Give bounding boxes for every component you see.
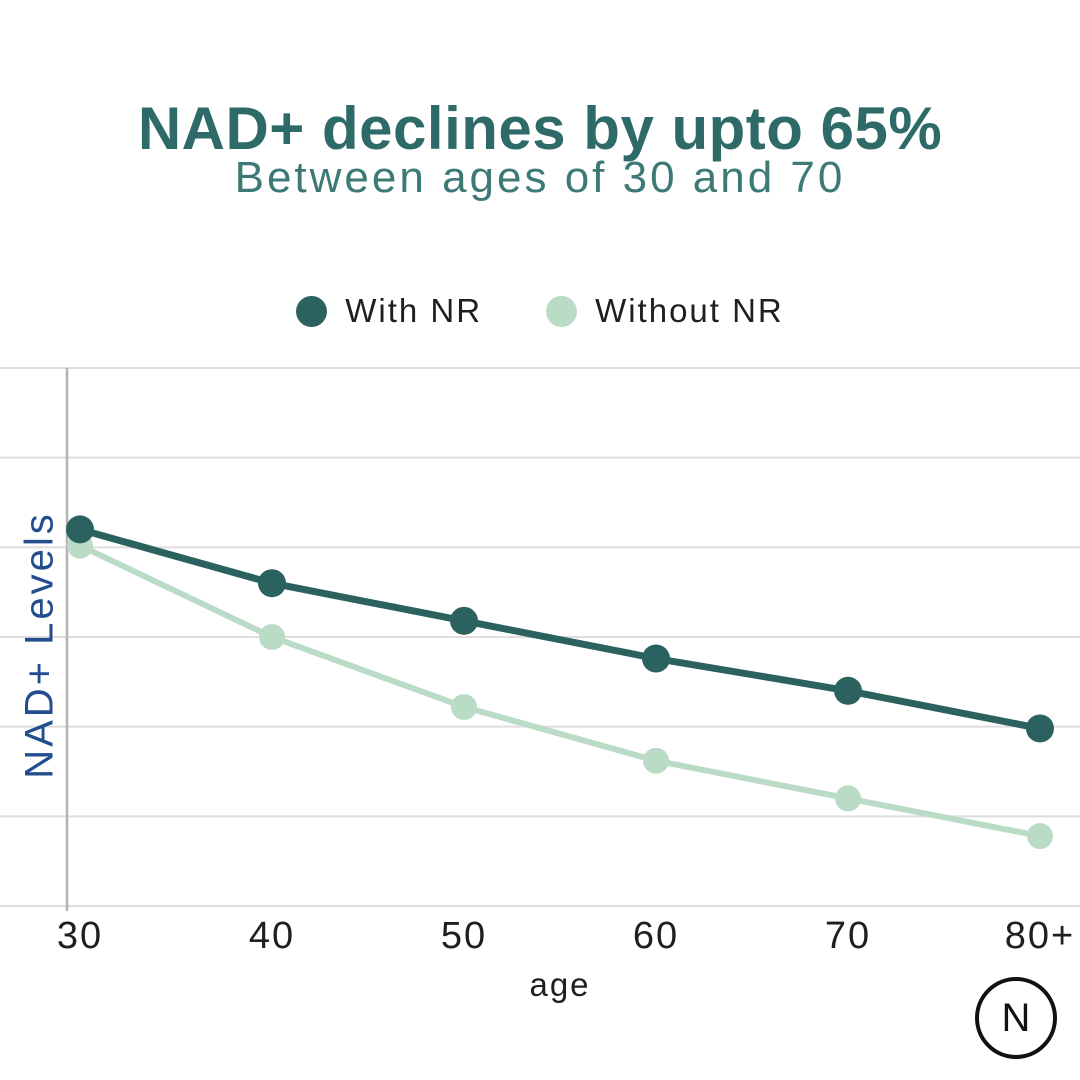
x-tick-label: 30 [57,915,103,957]
x-tick-label: 80+ [1005,915,1075,957]
legend-item-without-nr: Without NR [546,292,784,330]
brand-logo-n-icon: N [975,977,1057,1059]
data-point [66,515,94,544]
legend-dot-without-nr-icon [546,295,578,327]
legend-label-without-nr: Without NR [595,292,784,329]
data-point [642,644,670,673]
x-tick-label: 70 [825,915,871,957]
data-point [450,606,478,635]
data-point [258,569,286,598]
data-point [643,747,669,774]
data-point [834,676,862,705]
page-title: NAD+ declines by upto 65% [137,95,943,162]
legend-item-with-nr: With NR [296,292,482,330]
series-line-1 [77,542,1043,840]
y-axis-label: NAD+ Levels [17,511,62,779]
legend-label-with-nr: With NR [345,292,483,329]
data-point [451,693,477,720]
x-tick-label: 40 [249,915,295,957]
page-subtitle: Between ages of 30 and 70 [234,153,846,202]
brand-logo-letter: N [1001,995,1031,1040]
x-tick-label: 50 [441,915,487,957]
series-line-0 [76,525,1044,732]
data-point [259,624,285,650]
data-point [1027,823,1053,850]
x-axis-label: age [529,966,591,1003]
legend-dot-with-nr-icon [296,295,328,327]
x-tick-label: 60 [633,915,679,957]
legend: With NR Without NR [0,292,1080,330]
data-point [835,785,861,812]
data-point [1026,714,1054,743]
